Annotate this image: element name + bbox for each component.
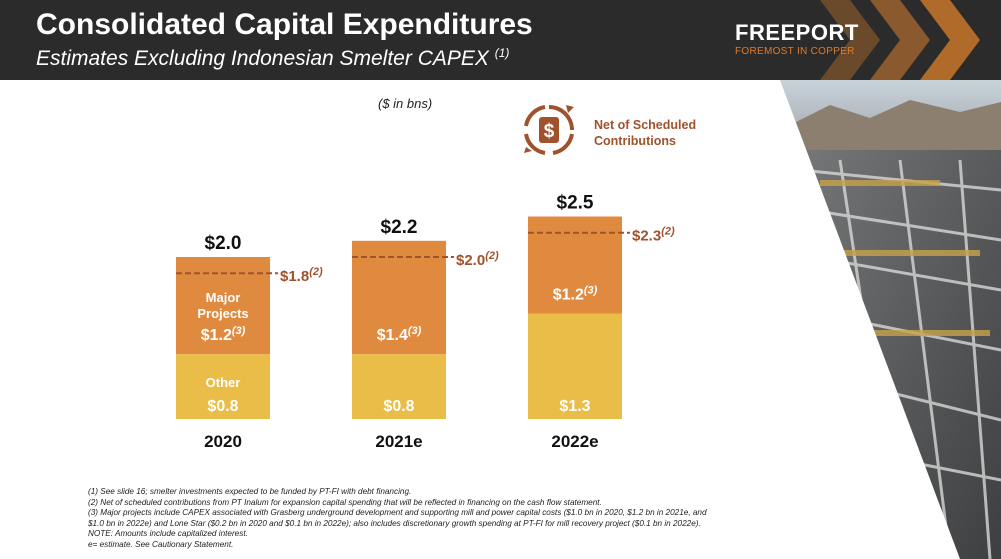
footnote: $1.0 bn in 2022e) and Lone Star ($0.2 bn… — [88, 518, 701, 528]
dollar-cycle-icon: $ — [524, 105, 574, 155]
legend-label: Net of Scheduled Contributions — [594, 118, 697, 148]
page-title: Consolidated Capital Expenditures — [36, 8, 533, 41]
net-contribution-label: $1.8(2) — [280, 266, 323, 285]
chevron-decoration — [820, 0, 880, 80]
bar-segment-other — [352, 354, 446, 419]
net-contribution-label: $2.0(2) — [456, 250, 499, 269]
bar-value-label-other: $0.8 — [383, 398, 414, 415]
bar-segment-other — [528, 313, 622, 419]
bar-total-label: $2.2 — [381, 217, 418, 238]
footnote: (1) See slide 16; smelter investments ex… — [88, 487, 412, 496]
chevron-decoration — [920, 0, 980, 80]
bar-segment-other — [176, 354, 270, 419]
mine-photo-background — [0, 80, 1001, 559]
footnote: e= estimate. See Cautionary Statement. — [88, 539, 234, 549]
units-label: ($ in bns) — [378, 96, 433, 111]
footnotes: (1) See slide 16; smelter investments ex… — [88, 487, 707, 551]
subtitle-note: (1) — [494, 46, 510, 60]
footnote: (2) Net of scheduled contributions from … — [88, 497, 602, 507]
bar-total-label: $2.0 — [205, 233, 242, 254]
bar-total-label: $2.5 — [557, 193, 594, 214]
footnote: NOTE: Amounts include capitalized intere… — [88, 529, 248, 539]
bar-segment-major-projects — [352, 240, 446, 355]
logo-tagline: FOREMOST IN COPPER — [735, 46, 855, 57]
chevron-decoration — [870, 0, 930, 80]
bar-value-label-other: $1.3 — [559, 398, 590, 415]
net-contribution-label: $2.3(2) — [632, 226, 675, 245]
bar-value-label-other: $0.8 — [207, 398, 238, 415]
series-label-major-projects: Projects — [197, 306, 248, 321]
header-banner: Consolidated Capital Expenditures Estima… — [0, 0, 1001, 80]
series-label-other: Other — [206, 375, 241, 390]
page-subtitle: Estimates Excluding Indonesian Smelter C… — [36, 46, 510, 70]
series-label-major-projects: Major — [206, 290, 241, 305]
footnote: (3) Major projects include CAPEX associa… — [88, 508, 707, 518]
x-axis-tick-label: 2021e — [375, 432, 422, 451]
svg-text:$: $ — [544, 121, 555, 142]
freeport-logo: FREEPORT — [735, 20, 859, 45]
x-axis-tick-label: 2022e — [551, 432, 598, 451]
x-axis-tick-label: 2020 — [204, 432, 242, 451]
